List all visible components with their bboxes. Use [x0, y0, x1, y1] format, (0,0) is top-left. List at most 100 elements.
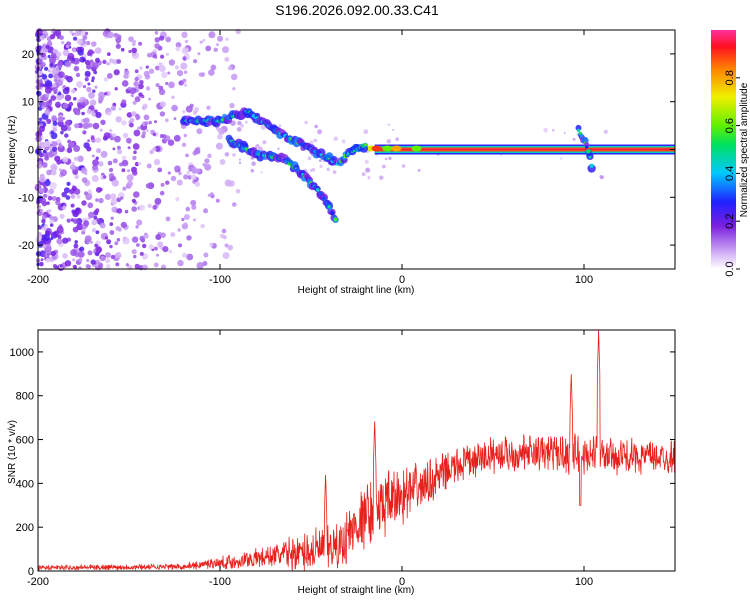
- spectrogram-cell: [126, 112, 133, 118]
- spectrogram-cell: [45, 93, 50, 98]
- spectrogram-cell: [112, 133, 117, 138]
- snr-y-axis: 0 200 400 600 800 1000: [10, 347, 675, 578]
- spectrogram-cell: [66, 75, 73, 83]
- spectrogram-cell: [59, 144, 63, 148]
- spectrogram-cell: [215, 198, 220, 203]
- spectrogram-cell: [177, 169, 181, 173]
- spectrogram-cell: [116, 238, 121, 242]
- spectrogram-cell: [81, 111, 85, 116]
- spectrogram-cell: [333, 217, 338, 222]
- y-tick-label: 400: [16, 478, 34, 490]
- spectrogram-cell: [103, 132, 111, 140]
- spectrogram-cell: [59, 264, 63, 268]
- spectrogram-cell: [85, 59, 91, 66]
- spectrogram-cell: [81, 101, 86, 106]
- spectrogram-cell: [88, 91, 95, 99]
- spectrogram-cell: [341, 139, 346, 144]
- spectrogram-cell: [44, 146, 49, 151]
- spectrogram-cell: [121, 155, 127, 161]
- spectrogram-cell: [382, 145, 393, 152]
- spectrogram-cell: [395, 137, 400, 142]
- spectrogram-cell: [192, 110, 198, 115]
- spectrogram-y-label: Frequency (Hz): [7, 116, 18, 185]
- spectrogram-cell: [224, 56, 230, 62]
- spectrogram-cell: [105, 258, 111, 264]
- spectrogram-cell: [118, 107, 122, 111]
- spectrogram-cell: [52, 48, 58, 54]
- spectrogram-cell: [37, 70, 43, 76]
- x-tick-label: 0: [399, 274, 405, 286]
- colorbar-label: Normalized spectral amplitude: [739, 82, 750, 217]
- spectrogram-cell: [202, 38, 206, 42]
- spectrogram-cell: [82, 35, 88, 40]
- spectrogram-cell: [210, 64, 217, 71]
- spectrogram-cell: [128, 122, 134, 128]
- spectrogram-cell: [66, 119, 70, 123]
- spectrogram-cell: [86, 146, 92, 152]
- spectrogram-cell: [73, 211, 78, 216]
- spectrogram-cell: [384, 157, 388, 161]
- spectrogram-cell: [78, 257, 83, 263]
- spectrogram-cell: [62, 205, 67, 210]
- spectrogram-cell: [175, 197, 180, 202]
- spectrogram-cell: [133, 191, 140, 198]
- spectrogram-cell: [91, 154, 95, 158]
- spectrogram-cell: [586, 149, 591, 154]
- spectrogram-cell: [229, 102, 235, 109]
- spectrogram-cell: [333, 136, 338, 141]
- spectrogram-cell: [110, 216, 114, 220]
- spectrogram-cell: [66, 181, 71, 186]
- spectrogram-cell: [152, 147, 157, 152]
- spectrogram-cell: [127, 86, 132, 91]
- spectrogram-cell: [73, 36, 78, 41]
- spectrogram-cell: [363, 129, 369, 135]
- spectrogram-cell: [99, 255, 106, 261]
- spectrogram-cell: [44, 109, 51, 116]
- spectrogram-cell: [155, 234, 162, 240]
- spectrogram-cell: [55, 196, 61, 202]
- spectrogram-cell: [170, 175, 177, 182]
- spectrogram-cell: [115, 43, 121, 49]
- spectrogram-cell: [193, 218, 196, 222]
- spectrogram-cell: [87, 202, 94, 209]
- spectrogram-cell: [142, 103, 148, 109]
- spectrogram-cell: [178, 243, 182, 248]
- spectrogram-cell: [170, 232, 176, 238]
- spectrogram-cell: [132, 155, 137, 161]
- spectrogram-cell: [141, 131, 147, 136]
- spectrogram-cell: [89, 99, 97, 106]
- spectrogram-cell: [75, 72, 81, 78]
- spectrogram-cell: [327, 205, 331, 209]
- spectrogram-cell: [91, 228, 96, 233]
- spectrogram-cell: [54, 75, 58, 80]
- spectrogram-cell: [363, 143, 367, 147]
- spectrogram-cell: [589, 163, 594, 168]
- spectrogram-cell: [193, 59, 198, 64]
- spectrogram-cell: [182, 109, 186, 114]
- spectrogram-cell: [213, 47, 218, 52]
- spectrogram-cell: [177, 228, 181, 232]
- spectrogram-cell: [92, 122, 100, 130]
- spectrogram-cell: [236, 126, 242, 132]
- y-tick-label: 0: [28, 145, 34, 157]
- spectrogram-cell: [143, 114, 150, 121]
- spectrogram-cell: [51, 115, 57, 121]
- spectrogram-cell: [143, 233, 149, 239]
- spectrogram-cell: [134, 76, 139, 82]
- y-tick-label: 1000: [10, 347, 34, 359]
- spectrogram-cell: [46, 240, 51, 245]
- spectrogram-cell: [144, 74, 151, 80]
- spectrogram-cell: [87, 82, 91, 86]
- spectrogram-cell: [95, 57, 100, 63]
- spectrogram-cell: [86, 86, 92, 93]
- spectrogram-cell: [52, 120, 58, 126]
- spectrogram-cell: [61, 40, 65, 45]
- spectrogram-cell: [122, 132, 129, 139]
- spectrogram-cell: [154, 197, 162, 205]
- spectrogram-cell: [202, 261, 208, 266]
- spectrogram-cell: [254, 112, 261, 119]
- spectrogram-cell: [40, 258, 44, 261]
- spectrogram-cell: [91, 79, 95, 83]
- spectrogram-cell: [110, 105, 116, 111]
